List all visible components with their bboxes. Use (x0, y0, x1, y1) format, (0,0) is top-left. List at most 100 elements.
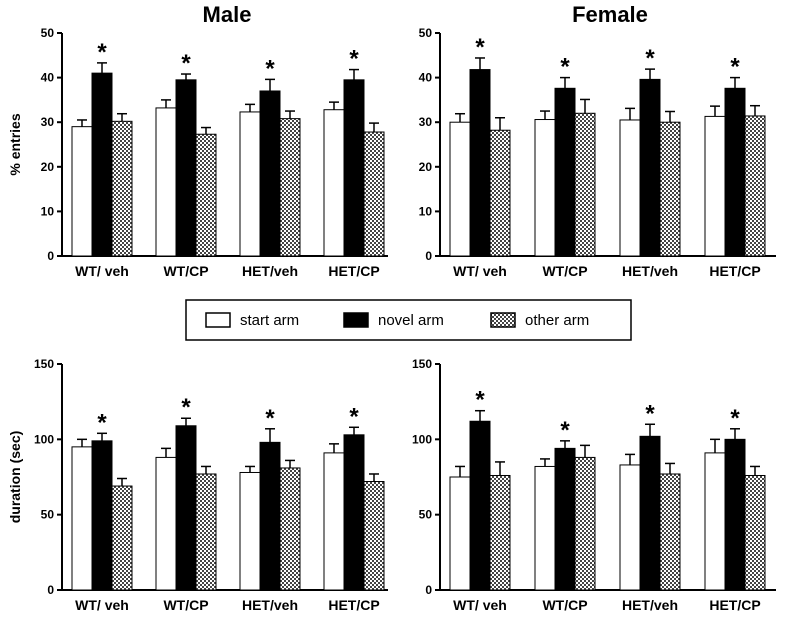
significance-star: * (730, 405, 740, 432)
chart-female-duration: 0 50 100 150 * WT/ veh * WT/CP * HET/veh * HET/CP (412, 357, 776, 613)
bar-start-arm (155, 107, 177, 257)
y-tick-label: 20 (419, 160, 433, 174)
y-tick-label: 50 (41, 508, 55, 522)
x-tick-label: HET/CP (709, 597, 760, 613)
significance-star: * (475, 34, 485, 61)
y-tick-label: 30 (41, 115, 55, 129)
bar-novel-arm (259, 90, 281, 257)
legend-swatch-other-arm (490, 312, 516, 328)
significance-star: * (97, 39, 107, 66)
bar-other-arm (744, 115, 766, 257)
significance-star: * (730, 54, 740, 81)
bar-other-arm (195, 473, 217, 591)
x-tick-label: WT/CP (542, 263, 587, 279)
x-tick-label: HET/veh (622, 263, 678, 279)
bar-novel-arm (343, 434, 365, 591)
x-tick-label: WT/CP (163, 597, 208, 613)
y-tick-label: 150 (412, 357, 432, 371)
significance-star: * (645, 400, 655, 427)
bar-start-arm (239, 111, 261, 257)
legend-label: novel arm (378, 312, 444, 329)
bar-other-arm (363, 131, 385, 257)
bar-other-arm (659, 473, 681, 591)
bar-start-arm (449, 476, 471, 591)
significance-star: * (645, 45, 655, 72)
y-tick-label: 0 (47, 583, 54, 597)
x-tick-label: WT/ veh (453, 263, 507, 279)
bar-start-arm (704, 452, 726, 591)
y-tick-label: 10 (41, 204, 55, 218)
x-tick-label: WT/ veh (453, 597, 507, 613)
significance-star: * (349, 403, 359, 430)
y-tick-label: 50 (41, 26, 55, 40)
bar-novel-arm (91, 72, 113, 257)
significance-star: * (181, 50, 191, 77)
chart-male-entries: Male % entries 0 10 20 30 40 50 * WT/ veh * WT/CP * H… (7, 2, 388, 279)
chart-title: Male (203, 2, 252, 27)
legend-swatch-start-arm (205, 312, 231, 328)
bar-other-arm (111, 485, 133, 591)
bar-novel-arm (724, 438, 746, 591)
bar-start-arm (155, 456, 177, 591)
x-tick-label: WT/ veh (75, 597, 129, 613)
x-tick-label: WT/CP (542, 597, 587, 613)
legend-label: other arm (525, 312, 589, 329)
significance-star: * (475, 387, 485, 414)
bar-start-arm (619, 119, 641, 257)
y-tick-label: 100 (34, 432, 54, 446)
x-tick-label: WT/CP (163, 263, 208, 279)
significance-star: * (560, 417, 570, 444)
x-tick-label: WT/ veh (75, 263, 129, 279)
bar-novel-arm (639, 78, 661, 257)
bar-start-arm (534, 465, 556, 591)
y-tick-label: 100 (412, 432, 432, 446)
chart-female-entries: Female 0 10 20 30 40 50 * WT/ veh * WT/CP * HET/veh *… (419, 2, 776, 279)
y-tick-label: 20 (41, 160, 55, 174)
bar-start-arm (71, 126, 93, 257)
significance-star: * (349, 46, 359, 73)
significance-star: * (265, 405, 275, 432)
bar-other-arm (574, 112, 596, 257)
y-axis-label: duration (sec) (7, 431, 23, 524)
legend: start arm novel arm other arm (185, 299, 632, 341)
bar-other-arm (279, 467, 301, 591)
legend-label: start arm (240, 312, 299, 329)
significance-star: * (265, 55, 275, 82)
bar-other-arm (279, 118, 301, 257)
x-tick-label: HET/veh (242, 597, 298, 613)
x-tick-label: HET/CP (709, 263, 760, 279)
bar-start-arm (71, 446, 93, 591)
x-tick-label: HET/CP (328, 597, 379, 613)
bar-start-arm (239, 471, 261, 591)
bar-novel-arm (259, 441, 281, 591)
bar-novel-arm (469, 69, 491, 257)
x-tick-label: HET/CP (328, 263, 379, 279)
bar-novel-arm (469, 420, 491, 591)
y-axis-label: % entries (7, 113, 23, 175)
bar-novel-arm (343, 79, 365, 257)
bar-novel-arm (175, 425, 197, 591)
y-tick-label: 0 (425, 249, 432, 263)
bar-other-arm (659, 121, 681, 257)
significance-star: * (181, 394, 191, 421)
bar-other-arm (744, 474, 766, 591)
bar-novel-arm (91, 440, 113, 591)
y-tick-label: 0 (425, 583, 432, 597)
bar-novel-arm (554, 447, 576, 591)
legend-box (185, 299, 632, 341)
y-tick-label: 0 (47, 249, 54, 263)
bar-novel-arm (175, 79, 197, 257)
y-tick-label: 10 (419, 204, 433, 218)
x-tick-label: HET/veh (242, 263, 298, 279)
x-tick-label: HET/veh (622, 597, 678, 613)
y-tick-label: 40 (419, 71, 433, 85)
bar-start-arm (704, 115, 726, 257)
chart-title: Female (572, 2, 648, 27)
y-tick-label: 30 (419, 115, 433, 129)
significance-star: * (97, 409, 107, 436)
bar-novel-arm (639, 435, 661, 591)
bar-other-arm (195, 133, 217, 257)
bar-other-arm (111, 120, 133, 257)
bar-start-arm (534, 119, 556, 257)
